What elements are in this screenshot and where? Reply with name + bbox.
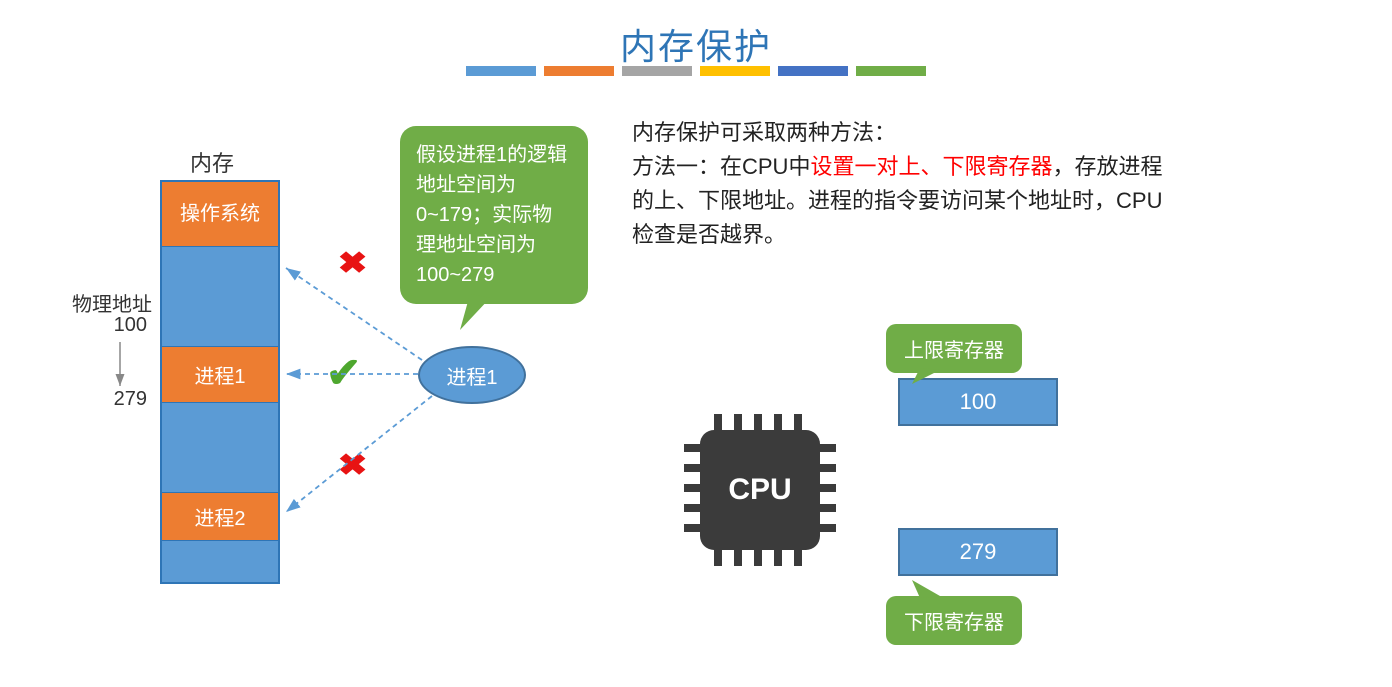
title-text: 内存保护 <box>620 26 772 67</box>
cpu-icon: CPU <box>700 430 820 550</box>
page-title: 内存保护 <box>0 18 1392 70</box>
mem-block-os-label: 操作系统 <box>180 202 260 226</box>
lower-reg-value: 279 <box>960 539 997 565</box>
mem-block-gap2 <box>162 402 278 492</box>
cpu-label: CPU <box>728 473 791 507</box>
callout-bubble: 假设进程1的逻辑地址空间为 0~179；实际物理地址空间为 100~279 <box>400 126 588 304</box>
addr-start: 100 <box>92 314 147 337</box>
mem-block-os: 操作系统 <box>162 182 278 246</box>
color-seg-1 <box>466 66 536 76</box>
color-bar <box>466 66 926 76</box>
mem-block-gap3 <box>162 540 278 582</box>
color-seg-4 <box>700 66 770 76</box>
mem-block-gap1 <box>162 246 278 346</box>
para-line2c: ，存放 <box>1052 154 1118 179</box>
color-seg-5 <box>778 66 848 76</box>
process-node: 进程1 <box>418 346 526 404</box>
memory-label: 内存 <box>190 146 234 178</box>
callout-text: 假设进程1的逻辑地址空间为 0~179；实际物理地址空间为 100~279 <box>416 144 567 286</box>
para-line1: 内存保护可采取两种方法： <box>632 120 896 145</box>
lower-register-box: 279 <box>898 528 1058 576</box>
para-line2a: 方法一：在CPU中 <box>632 154 810 179</box>
upper-register-label: 上限寄存器 <box>886 324 1022 373</box>
mem-block-p2-label: 进程2 <box>194 502 245 531</box>
upper-reg-value: 100 <box>960 389 997 415</box>
process-node-label: 进程1 <box>446 361 497 390</box>
x-mark-top: ✖ <box>337 246 367 281</box>
mem-block-p1: 进程1 <box>162 346 278 402</box>
addr-end: 279 <box>92 388 147 411</box>
paragraph: 内存保护可采取两种方法： 方法一：在CPU中设置一对上、下限寄存器，存放进程的上… <box>632 116 1182 252</box>
check-mark: ✔ <box>326 348 361 397</box>
mem-block-p1-label: 进程1 <box>194 360 245 389</box>
mem-block-p2: 进程2 <box>162 492 278 540</box>
upper-reg-label-text: 上限寄存器 <box>904 340 1004 362</box>
color-seg-3 <box>622 66 692 76</box>
upper-register-box: 100 <box>898 378 1058 426</box>
cpu-body: CPU <box>700 430 820 550</box>
lower-register-label: 下限寄存器 <box>886 596 1022 645</box>
x-mark-bottom: ✖ <box>337 448 367 483</box>
color-seg-6 <box>856 66 926 76</box>
para-highlight: 设置一对上、下限寄存器 <box>810 154 1052 179</box>
memory-column: 操作系统 进程1 进程2 <box>160 180 280 584</box>
lower-reg-label-text: 下限寄存器 <box>904 612 1004 634</box>
color-seg-2 <box>544 66 614 76</box>
addr-title: 物理地址 <box>42 288 152 317</box>
